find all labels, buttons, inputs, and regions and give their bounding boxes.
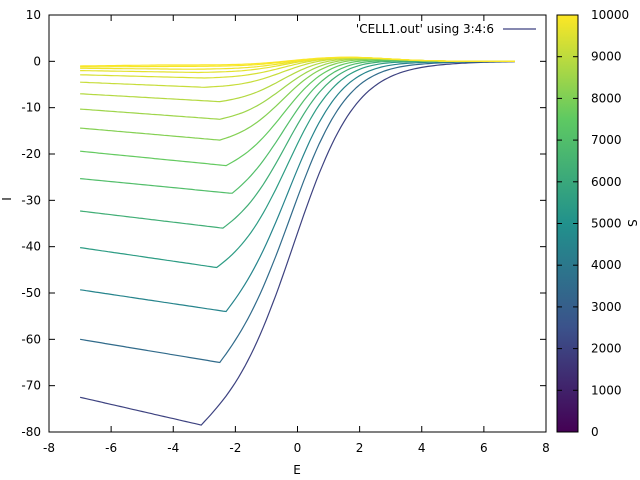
- legend: 'CELL1.out' using 3:4:6: [356, 22, 536, 36]
- x-tick-label: -8: [43, 441, 55, 455]
- series-line-6: [80, 59, 515, 167]
- series-line-0: [79, 61, 515, 426]
- y-tick-label: 10: [26, 8, 41, 22]
- y-tick-label: 0: [33, 54, 41, 68]
- y-axis-label: I: [0, 197, 14, 201]
- y-tick-label: -40: [21, 240, 41, 254]
- colorbar-tick-label: 3000: [591, 300, 622, 314]
- colorbar-ticks: 0 1000 2000 3000 4000 5000 6000 7000 8000 9000 100…: [557, 8, 629, 439]
- colorbar-tick-label: 5000: [591, 217, 622, 231]
- colorbar-tick-label: 0: [591, 425, 599, 439]
- x-tick-label: -2: [229, 441, 241, 455]
- x-ticks: -8 -6 -4 -2 0 2 4 6 8: [43, 15, 550, 455]
- colorbar-tick-label: 9000: [591, 50, 622, 64]
- y-ticks: 10 0 -10 -20 -30 -40 -50 -60 -70 -80: [21, 8, 546, 439]
- colorbar-tick-label: 4000: [591, 258, 622, 272]
- x-tick-label: -6: [105, 441, 117, 455]
- x-tick-label: -4: [167, 441, 179, 455]
- series-line-1: [80, 60, 515, 364]
- colorbar-label: S: [625, 219, 639, 227]
- series-line-3: [80, 60, 515, 269]
- y-tick-label: -10: [21, 101, 41, 115]
- y-tick-label: -30: [21, 193, 41, 207]
- x-tick-label: 4: [418, 441, 426, 455]
- x-axis-label: E: [293, 463, 301, 477]
- y-tick-label: -20: [21, 147, 41, 161]
- x-tick-label: 0: [294, 441, 302, 455]
- series-line-2: [80, 60, 515, 313]
- colorbar-tick-label: 10000: [591, 8, 629, 22]
- curves-layer: [79, 56, 515, 426]
- colorbar-tick-label: 1000: [591, 383, 622, 397]
- legend-label: 'CELL1.out' using 3:4:6: [356, 22, 494, 36]
- y-tick-label: -60: [21, 332, 41, 346]
- y-tick-label: -70: [21, 379, 41, 393]
- colorbar-tick-label: 2000: [591, 342, 622, 356]
- y-tick-label: -80: [21, 425, 41, 439]
- series-line-5: [80, 59, 515, 194]
- x-tick-label: 2: [356, 441, 364, 455]
- x-tick-label: 8: [542, 441, 550, 455]
- colorbar-tick-label: 7000: [591, 133, 622, 147]
- series-line-15: [80, 56, 515, 67]
- y-tick-label: -50: [21, 286, 41, 300]
- x-tick-label: 6: [480, 441, 488, 455]
- colorbar-tick-label: 8000: [591, 91, 622, 105]
- colorbar-tick-label: 6000: [591, 175, 622, 189]
